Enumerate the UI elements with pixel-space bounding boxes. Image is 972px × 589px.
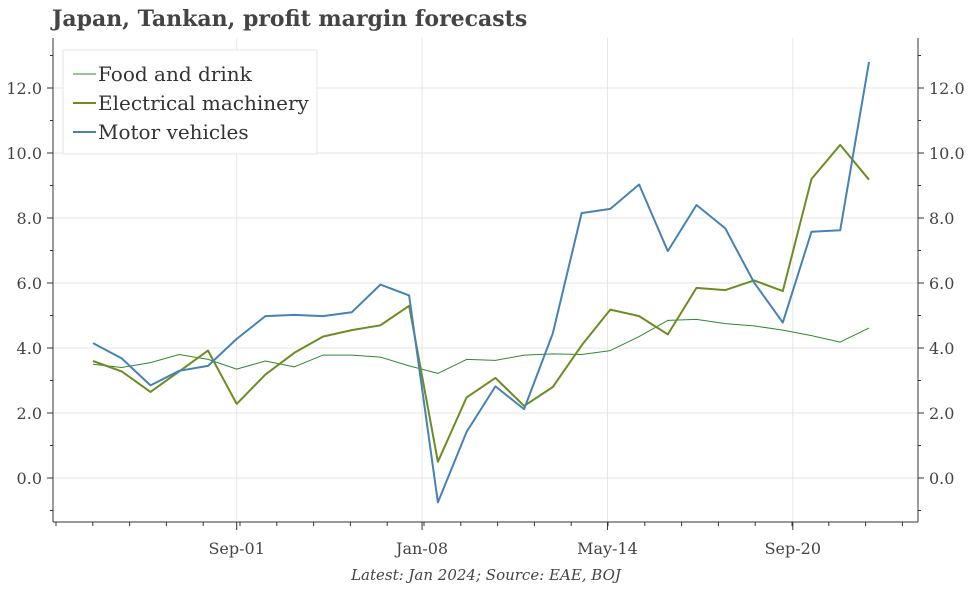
- axes: [47, 38, 924, 530]
- y-tick-label-left: 4.0: [17, 339, 42, 358]
- x-tick-label: Sep-01: [208, 539, 264, 558]
- y-tick-label-left: 8.0: [17, 209, 42, 228]
- source-footnote: Latest: Jan 2024; Source: EAE, BOJ: [351, 566, 621, 584]
- series-line-food-and-drink: [92, 318, 870, 374]
- y-tick-label-right: 10.0: [929, 144, 965, 163]
- y-tick-label-left: 12.0: [6, 79, 42, 98]
- x-tick-label: May-14: [577, 539, 638, 558]
- chart-title: Japan, Tankan, profit margin forecasts: [52, 6, 528, 32]
- y-axis-right-labels: 0.0 2.0 4.0 6.0 8.0 10.0 12.0: [929, 79, 965, 488]
- y-tick-label-right: 2.0: [929, 404, 954, 423]
- legend-label-electrical-machinery: Electrical machinery: [98, 91, 310, 115]
- y-tick-label-left: 10.0: [6, 144, 42, 163]
- y-tick-label-right: 0.0: [929, 469, 954, 488]
- x-tick-label: Jan-08: [394, 539, 448, 558]
- series-line-motor-vehicles: [92, 61, 870, 504]
- x-tick-label: Sep-20: [765, 539, 821, 558]
- y-axis-left-labels: 0.0 2.0 4.0 6.0 8.0 10.0 12.0: [6, 79, 42, 488]
- y-tick-label-left: 6.0: [17, 274, 42, 293]
- y-tick-label-right: 6.0: [929, 274, 954, 293]
- series-lines: [92, 61, 870, 504]
- y-tick-label-right: 4.0: [929, 339, 954, 358]
- legend-label-food-and-drink: Food and drink: [98, 62, 253, 86]
- legend-label-motor-vehicles: Motor vehicles: [98, 120, 249, 144]
- y-tick-label-right: 8.0: [929, 209, 954, 228]
- series-line-electrical-machinery: [92, 143, 870, 463]
- x-axis-labels: Sep-01 Jan-08 May-14 Sep-20: [208, 539, 821, 558]
- y-tick-label-left: 2.0: [17, 404, 42, 423]
- y-tick-label-right: 12.0: [929, 79, 965, 98]
- legend: Food and drink Electrical machinery Motor …: [62, 49, 318, 155]
- legend-box: [62, 49, 318, 155]
- y-tick-label-left: 0.0: [17, 469, 42, 488]
